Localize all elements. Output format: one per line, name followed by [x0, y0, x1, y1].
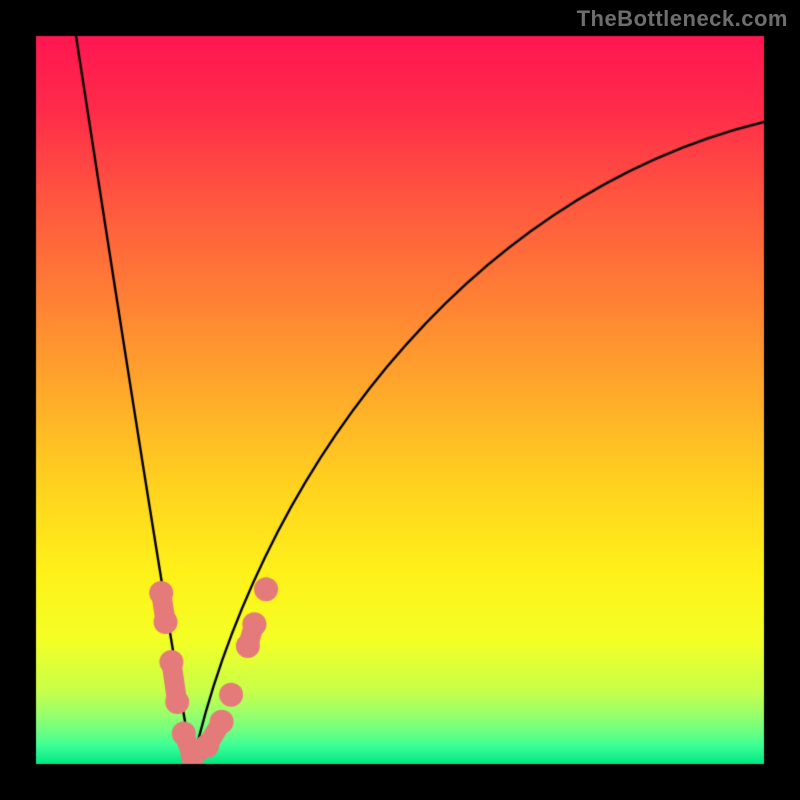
bottleneck-curve-canvas	[0, 0, 800, 800]
chart-stage: TheBottleneck.com	[0, 0, 800, 800]
watermark-text: TheBottleneck.com	[577, 6, 788, 32]
